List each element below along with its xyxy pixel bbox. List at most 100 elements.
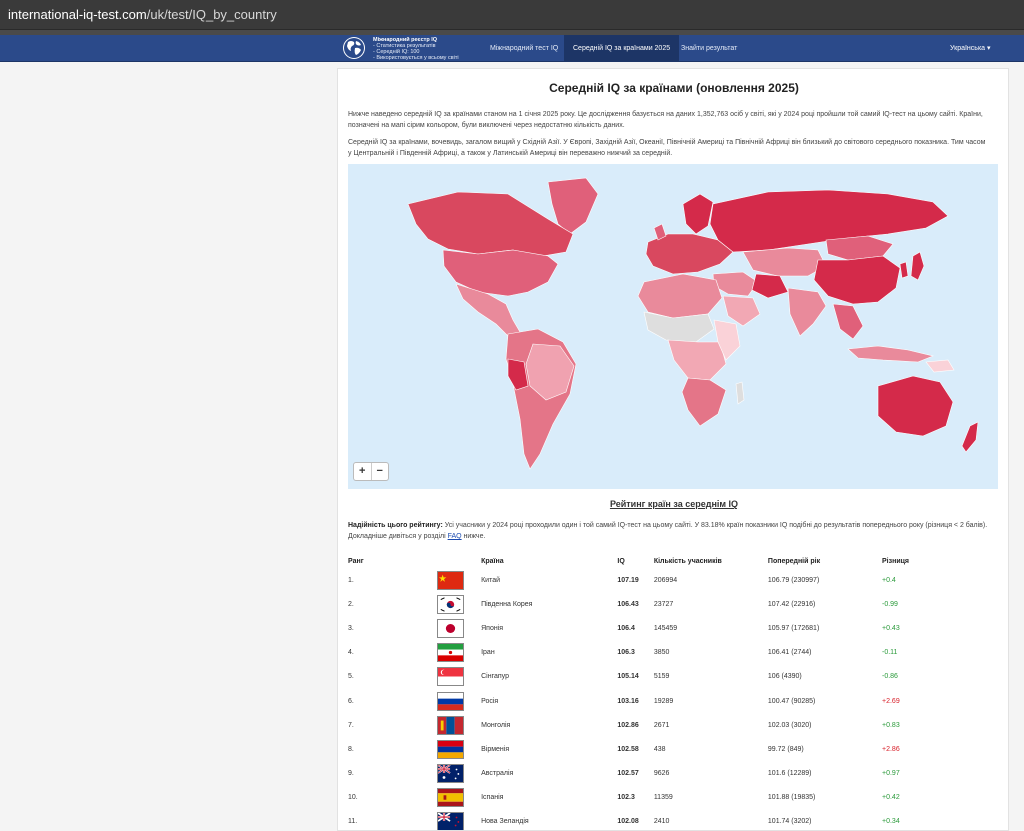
participants-cell: 438 xyxy=(653,745,666,753)
map-region-iran xyxy=(751,273,789,299)
iq-cell: 107.19 xyxy=(617,576,639,584)
header-flag xyxy=(437,554,481,568)
reliability-text: Усі учасники у 2024 році проходили один … xyxy=(348,522,988,540)
japan-flag-icon xyxy=(436,618,464,638)
ranking-heading[interactable]: Рейтинг країн за середнім IQ xyxy=(609,499,739,509)
previous-cell: 99.72 (849) xyxy=(767,745,804,753)
reliability-label: Надійність цього рейтингу: xyxy=(348,522,443,529)
iq-cell: 102.08 xyxy=(617,818,639,826)
table-row: 2. Південна Корея 106.43 23727 107.42 (22916… xyxy=(348,592,993,616)
zoom-in-button[interactable]: + xyxy=(354,463,372,480)
header-rank: Ранг xyxy=(348,557,364,565)
url-text[interactable]: international-iq-test.com/uk/test/IQ_by_… xyxy=(8,7,277,22)
previous-cell: 101.74 (3202) xyxy=(767,818,812,826)
map-region-north-africa xyxy=(637,273,723,319)
flag-cell xyxy=(436,616,481,640)
zoom-out-button[interactable]: − xyxy=(376,465,383,477)
south-korea-flag-icon xyxy=(436,594,464,614)
browser-address-bar[interactable]: international-iq-test.com/uk/test/IQ_by_… xyxy=(0,0,1024,30)
toolbar-gap xyxy=(0,30,1024,35)
map-region-brazil xyxy=(525,343,575,401)
participants-cell: 3850 xyxy=(653,649,670,657)
faq-link[interactable]: FAQ xyxy=(447,533,462,540)
map-region-arabia xyxy=(722,295,761,327)
world-iq-map[interactable]: + − xyxy=(348,164,998,489)
url-host: international-iq-test.com xyxy=(8,7,147,22)
logo-line: Міжнародний реєстр IQ xyxy=(373,37,438,43)
logo-line: - Статистика результатів xyxy=(373,43,436,49)
diff-cell: +2.86 xyxy=(882,745,900,753)
map-region-peru xyxy=(507,358,529,391)
previous-cell: 101.6 (12289) xyxy=(767,770,812,778)
intro-paragraph: Нижче наведено середній IQ за країнами с… xyxy=(348,111,983,129)
logo-line: - Середній IQ: 100 xyxy=(373,49,420,55)
country-cell: Іран xyxy=(481,649,495,657)
flag-cell xyxy=(436,665,481,689)
globe-logo-icon[interactable] xyxy=(342,36,366,60)
map-region-papua xyxy=(925,359,955,373)
map-region-usa xyxy=(442,249,559,297)
country-cell: Вірменія xyxy=(481,745,510,753)
rank-cell: 1. xyxy=(348,576,354,584)
rank-cell: 2. xyxy=(348,600,354,608)
iq-cell: 103.16 xyxy=(617,697,639,705)
map-region-japan xyxy=(910,251,925,281)
header-iq: IQ xyxy=(617,557,625,565)
table-row: 10. Іспанія 102.3 11359 101.88 (19835) +0.42 xyxy=(348,786,993,810)
flag-cell xyxy=(436,810,481,830)
new-zealand-flag-icon xyxy=(436,812,464,830)
participants-cell: 19289 xyxy=(653,697,674,705)
diff-cell: +0.42 xyxy=(882,794,900,802)
flag-cell xyxy=(436,641,481,665)
nav-link-find-result[interactable]: Знайти результат xyxy=(681,45,738,52)
map-region-canada xyxy=(407,191,574,257)
logo-line: - Використовується у всьому світі xyxy=(373,55,459,61)
table-header-row: Ранг Країна IQ Кількість учасників Попер… xyxy=(348,554,993,568)
nav-link-iq-by-country[interactable]: Середній IQ за країнами 2025 xyxy=(564,35,680,62)
table-row: 3. Японія 106.4 145459 105.97 (172681) +0.43 xyxy=(348,616,993,640)
diff-cell: +2.69 xyxy=(882,697,900,705)
map-region-australia xyxy=(877,375,954,437)
singapore-flag-icon xyxy=(436,667,464,687)
language-select[interactable]: Українська ▾ xyxy=(950,35,991,62)
map-region-europe xyxy=(645,233,734,275)
country-cell: Японія xyxy=(481,624,504,632)
diff-cell: +0.34 xyxy=(882,818,900,826)
logo-text[interactable]: Міжнародний реєстр IQ - Статистика резул… xyxy=(373,37,459,61)
map-region-madagascar xyxy=(735,381,745,405)
rank-cell: 9. xyxy=(348,770,354,778)
australia-flag-icon xyxy=(436,764,464,784)
diff-cell: +0.97 xyxy=(882,770,900,778)
country-cell: Монголія xyxy=(481,721,511,729)
participants-cell: 11359 xyxy=(653,794,673,802)
participants-cell: 23727 xyxy=(653,600,674,608)
rank-cell: 11. xyxy=(348,818,358,826)
header-participants: Кількість учасників xyxy=(653,557,722,565)
iq-cell: 105.14 xyxy=(617,673,639,681)
flag-cell xyxy=(436,786,481,810)
iran-flag-icon xyxy=(436,643,464,663)
iq-cell: 102.86 xyxy=(617,721,639,729)
previous-cell: 105.97 (172681) xyxy=(767,624,820,632)
participants-cell: 145459 xyxy=(653,624,678,632)
map-region-indonesia xyxy=(847,345,934,363)
spain-flag-icon xyxy=(436,788,464,808)
map-region-russia xyxy=(709,189,949,253)
rank-cell: 3. xyxy=(348,624,354,632)
flag-cell xyxy=(436,689,481,713)
previous-cell: 106 (4390) xyxy=(767,673,802,681)
nav-link-iq-test[interactable]: Міжнародний тест IQ xyxy=(490,45,559,52)
header-diff: Різниця xyxy=(882,557,910,565)
rank-cell: 5. xyxy=(348,673,354,681)
china-flag-icon xyxy=(436,570,464,590)
rank-cell: 7. xyxy=(348,721,354,729)
table-row: 1. Китай 107.19 206994 106.79 (230997) +0.4 xyxy=(348,568,993,592)
flag-cell xyxy=(436,762,481,786)
diff-cell: -0.99 xyxy=(882,600,898,608)
table-row: 9. Австралія 102.57 9626 101.6 (12289) +0.97 xyxy=(348,762,993,786)
content-card: Середній IQ за країнами (оновлення 2025)… xyxy=(337,68,1009,831)
previous-cell: 106.79 (230997) xyxy=(767,576,820,584)
participants-cell: 2671 xyxy=(653,721,670,729)
diff-cell: +0.4 xyxy=(882,576,896,584)
country-cell: Південна Корея xyxy=(481,600,533,608)
